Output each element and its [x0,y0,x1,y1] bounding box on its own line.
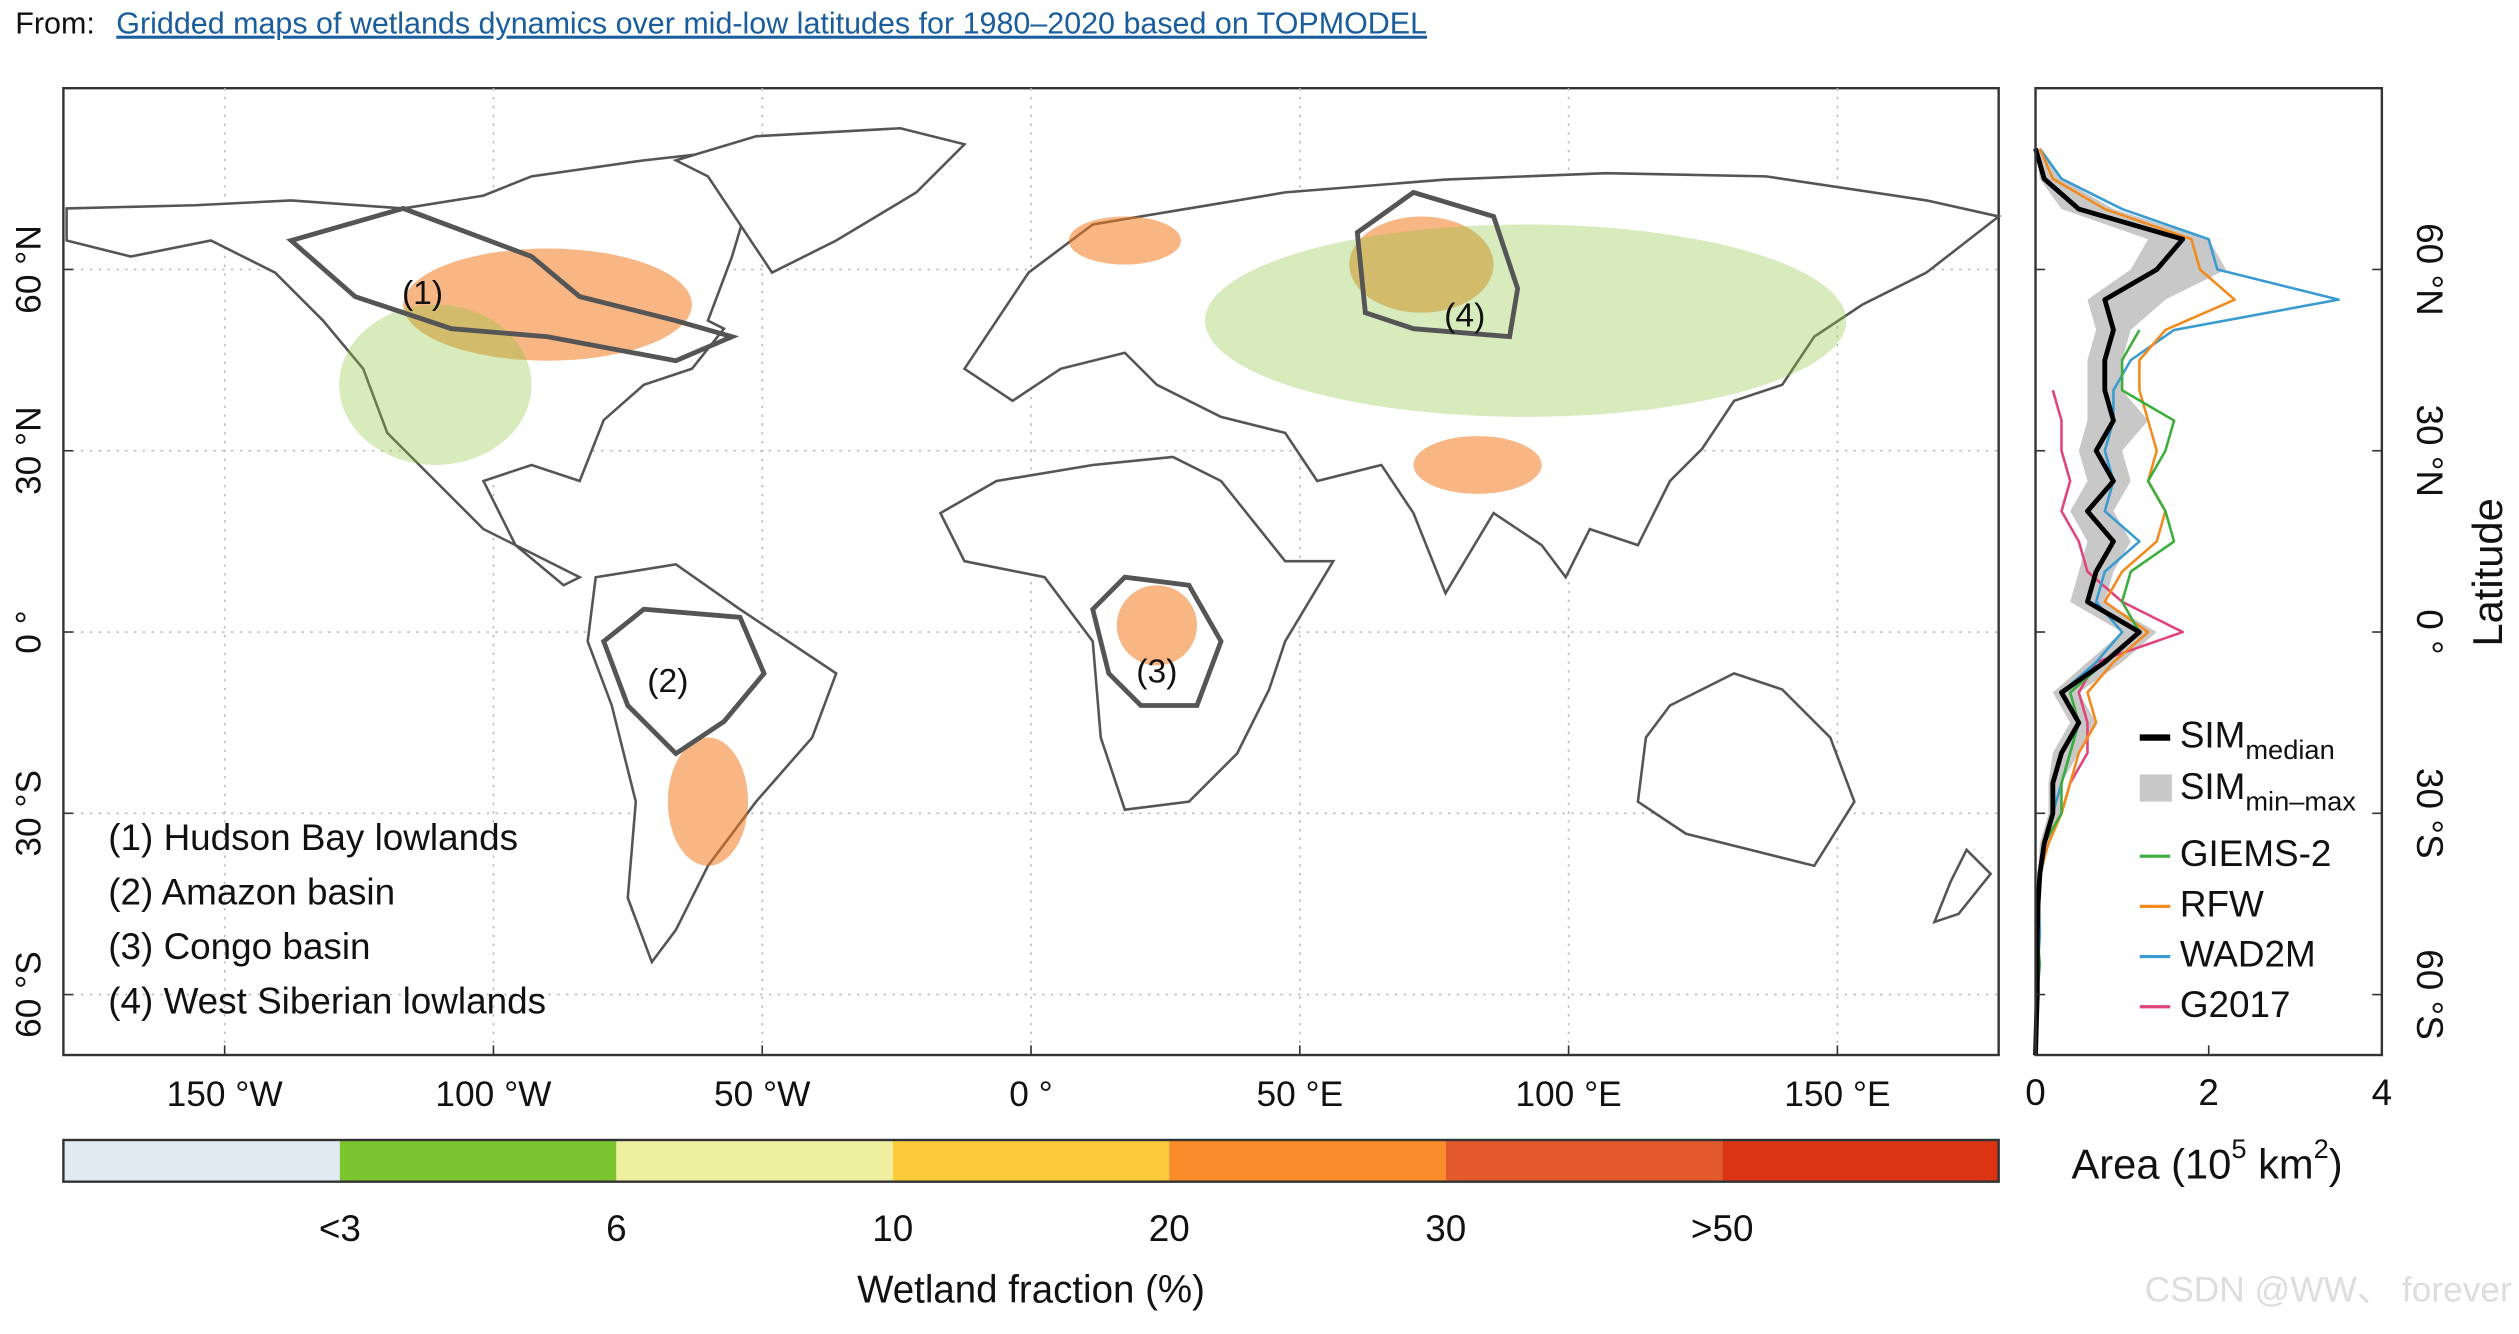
legend-label: SIMmin–max [2180,766,2356,817]
legend-label: GIEMS-2 [2180,833,2332,874]
x-axis-title-part: Area (10 [2071,1140,2231,1187]
region-legend: (3) Congo basin [108,926,370,967]
y-tick-label: 0 ° [2409,609,2450,654]
legend-name: GIEMS-2 [2180,833,2332,874]
y-tick-label: 30 °N [2409,404,2450,497]
legend-name: WAD2M [2180,933,2316,974]
legend-label: SIMmedian [2180,714,2335,765]
region-label: (1) [402,275,443,312]
colorbar-swatch [339,1139,617,1182]
y-tick-label: 0 ° [10,610,49,654]
legend-subscript: min–max [2245,785,2356,816]
region-outline [286,205,740,364]
x-tick-label: 50 °W [714,1075,811,1114]
y-tick-label: 60 °N [10,225,49,314]
colorbar-label: >50 [1691,1208,1754,1249]
colorbar-label: <3 [319,1208,361,1249]
wetland-patch [667,737,749,866]
new-zealand [1932,847,1993,925]
legend-name: G2017 [2180,983,2291,1024]
colorbar-swatch [63,1139,340,1182]
colorbar-label: 30 [1425,1208,1466,1249]
x-tick-label: 2 [2198,1072,2219,1113]
y-axis-title: Latitude [2464,498,2511,646]
eurasia [962,171,2002,597]
x-axis-title-part: ) [2329,1140,2343,1187]
x-tick-label: 50 °E [1256,1075,1343,1114]
wetland-patch [1204,224,1847,417]
australia [1636,672,1856,868]
x-axis-title-part: 5 [2231,1133,2246,1164]
colorbar-label: 10 [872,1208,913,1249]
legend-subscript: median [2245,734,2334,765]
colorbar-swatch [616,1139,893,1182]
x-tick-label: 0 ° [1009,1075,1053,1114]
region-label: (4) [1444,297,1485,334]
region-label: (3) [1136,653,1177,690]
legend-key [2139,774,2172,802]
legend-name: SIM [2180,766,2246,807]
legend-label: RFW [2180,883,2264,924]
wetland-patch [339,304,532,465]
region-outline [1354,189,1521,340]
region-outline [1090,574,1224,708]
watermark: CSDN @WW、 forever [2145,1271,2512,1310]
map-labels: 150 °W 100 °W 50 °W 0 ° 50 °E 100 °E 150 °E 60 … [10,225,1891,1114]
legend-label: G2017 [2180,983,2291,1024]
source-prefix: From: [15,7,95,41]
latitude-profile: 0 2 4 60 °S 30 °S 0 ° 30 °N 60 °N Latitude Area (… [2025,86,2511,1187]
continents [65,126,2002,965]
colorbar-swatch [1169,1139,1446,1182]
wetland-patch [1413,436,1542,494]
region-outline [600,606,767,757]
wetland-patch [1116,585,1197,666]
colorbar-swatch [892,1139,1170,1182]
series-line [2033,147,2186,1056]
colorbar-label: 20 [1149,1208,1190,1249]
x-tick-label: 0 [2025,1072,2046,1113]
y-tick-label: 60 °S [10,951,49,1038]
colorbar-label: 6 [606,1208,627,1249]
x-axis-title-part: 2 [2314,1133,2329,1164]
colorbar-frame [62,1138,2000,1183]
greenland [672,126,967,275]
colorbar-swatch [1722,1139,1999,1182]
x-axis-title-part: km [2246,1140,2313,1187]
wetland-patch [1068,216,1181,265]
legend-name: RFW [2180,883,2264,924]
y-tick-label: 30 °S [10,770,49,857]
x-tick-label: 4 [2372,1072,2393,1113]
colorbar-title: Wetland fraction (%) [857,1268,1205,1311]
x-axis-title: Area (105 km2) [2071,1133,2342,1187]
x-tick-label: 150 °W [167,1075,284,1114]
region-legend: (2) Amazon basin [108,871,395,912]
region-legend: (1) Hudson Bay lowlands [108,817,518,858]
x-tick-label: 100 °E [1515,1075,1621,1114]
source-link[interactable]: Gridded maps of wetlands dynamics over m… [116,7,1427,41]
y-tick-label: 30 °N [10,406,49,495]
colorbar: <3 6 10 20 30 >50 Wetland fraction (%) [62,1138,2000,1311]
legend-label: WAD2M [2180,933,2316,974]
y-tick-label: 60 °N [2409,223,2450,316]
x-tick-label: 100 °W [435,1075,552,1114]
y-tick-label: 30 °S [2409,768,2450,859]
legend-name: SIM [2180,714,2246,755]
colorbar-swatch [1445,1139,1723,1182]
x-tick-label: 150 °E [1784,1075,1890,1114]
region-label: (2) [647,663,688,700]
y-tick-label: 60 °S [2409,949,2450,1040]
wetland-patch [1349,216,1494,313]
region-legend: (4) West Siberian lowlands [108,980,546,1021]
